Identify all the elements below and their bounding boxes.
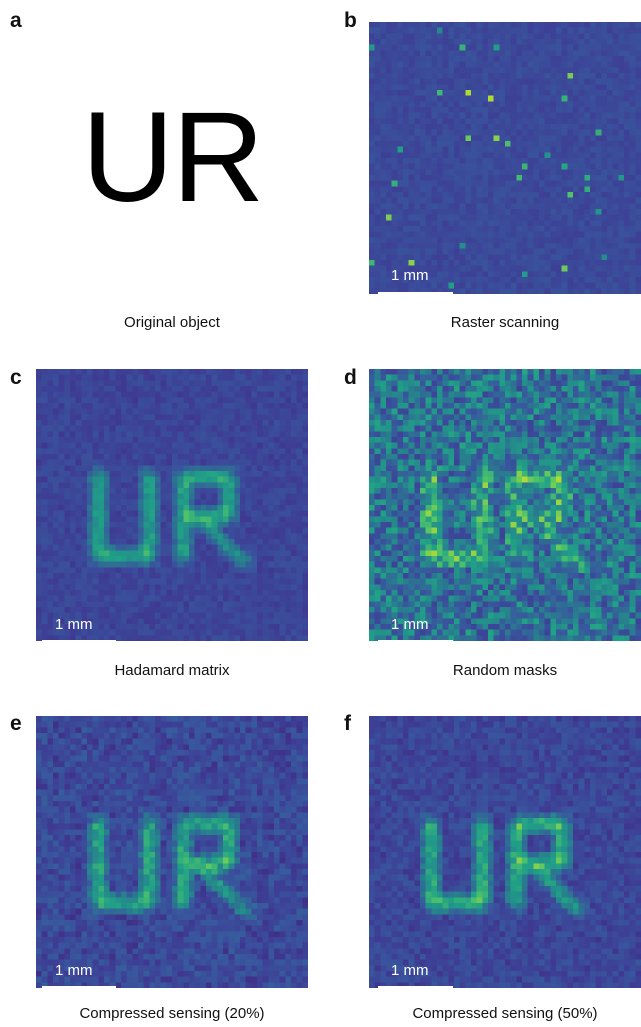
scale-bar-c [42, 640, 116, 643]
compressed-sensing-20-canvas [36, 716, 308, 988]
raster-scanning-canvas [369, 22, 641, 294]
caption-compressed-sensing-50: Compressed sensing (50%) [412, 1005, 598, 1022]
hadamard-matrix-canvas [36, 369, 308, 641]
original-object-text: UR [81, 86, 265, 229]
scale-label-b: 1 mm [391, 267, 429, 284]
scale-label-e: 1 mm [55, 962, 93, 979]
compressed-sensing-50-image [369, 716, 641, 988]
panel-letter-c: c [10, 366, 22, 389]
caption-random-masks: Random masks [452, 662, 558, 679]
original-object-image: UR [36, 22, 308, 294]
random-masks-canvas [369, 369, 641, 641]
panel-letter-e: e [10, 712, 22, 735]
compressed-sensing-20-image [36, 716, 308, 988]
panel-letter-d: d [344, 366, 357, 389]
caption-original-object: Original object [124, 314, 220, 331]
compressed-sensing-50-canvas [369, 716, 641, 988]
random-masks-image [369, 369, 641, 641]
panel-letter-a: a [10, 9, 22, 32]
panel-letter-b: b [344, 9, 357, 32]
scale-label-c: 1 mm [55, 616, 93, 633]
scale-bar-b [378, 292, 453, 295]
scale-label-d: 1 mm [391, 616, 429, 633]
scale-bar-e [42, 986, 116, 989]
raster-scanning-image [369, 22, 641, 294]
scale-bar-d [378, 640, 453, 643]
caption-hadamard-matrix: Hadamard matrix [114, 662, 230, 679]
scale-bar-f [378, 986, 453, 989]
scale-label-f: 1 mm [391, 962, 429, 979]
caption-compressed-sensing-20: Compressed sensing (20%) [79, 1005, 265, 1022]
hadamard-matrix-image [36, 369, 308, 641]
caption-raster-scanning: Raster scanning [450, 314, 560, 331]
panel-letter-f: f [344, 712, 351, 735]
